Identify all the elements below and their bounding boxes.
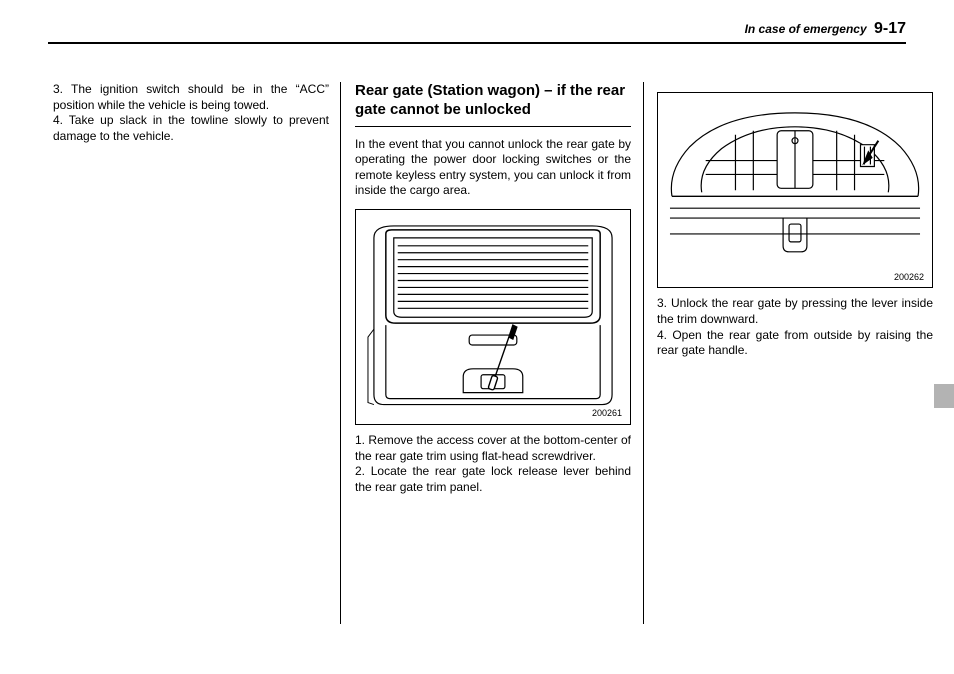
col1-step3: 3. The ignition switch should be in the … — [53, 82, 329, 113]
col2-step1: 1. Remove the access cover at the bottom… — [355, 433, 631, 464]
rear-gate-interior-illustration — [364, 218, 622, 407]
page-header: In case of emergency 9-17 — [745, 20, 906, 38]
rear-gate-lever-illustration — [666, 101, 924, 270]
figure-1-id: 200261 — [364, 408, 622, 420]
figure-1: 200261 — [355, 209, 631, 425]
figure-2: 200262 — [657, 92, 933, 288]
header-rule — [48, 42, 906, 44]
page-number: 9-17 — [874, 20, 906, 37]
column-1: 3. The ignition switch should be in the … — [53, 82, 329, 144]
section-heading: Rear gate (Station wagon) – if the rear … — [355, 82, 631, 120]
heading-rule — [355, 126, 631, 127]
figure-2-id: 200262 — [666, 272, 924, 284]
col3-step4: 4. Open the rear gate from outside by ra… — [657, 328, 933, 359]
column-divider-2 — [643, 82, 644, 624]
side-tab — [934, 384, 954, 408]
manual-page: In case of emergency 9-17 3. The ignitio… — [0, 0, 954, 674]
col1-step4: 4. Take up slack in the towline slowly t… — [53, 113, 329, 144]
column-divider-1 — [340, 82, 341, 624]
column-3: 200262 3. Unlock the rear gate by pressi… — [657, 82, 933, 359]
col2-intro: In the event that you cannot unlock the … — [355, 137, 631, 199]
section-title: In case of emergency — [745, 22, 867, 36]
col3-step3: 3. Unlock the rear gate by pressing the … — [657, 296, 933, 327]
column-2: Rear gate (Station wagon) – if the rear … — [355, 82, 631, 495]
col2-step2: 2. Locate the rear gate lock release lev… — [355, 464, 631, 495]
